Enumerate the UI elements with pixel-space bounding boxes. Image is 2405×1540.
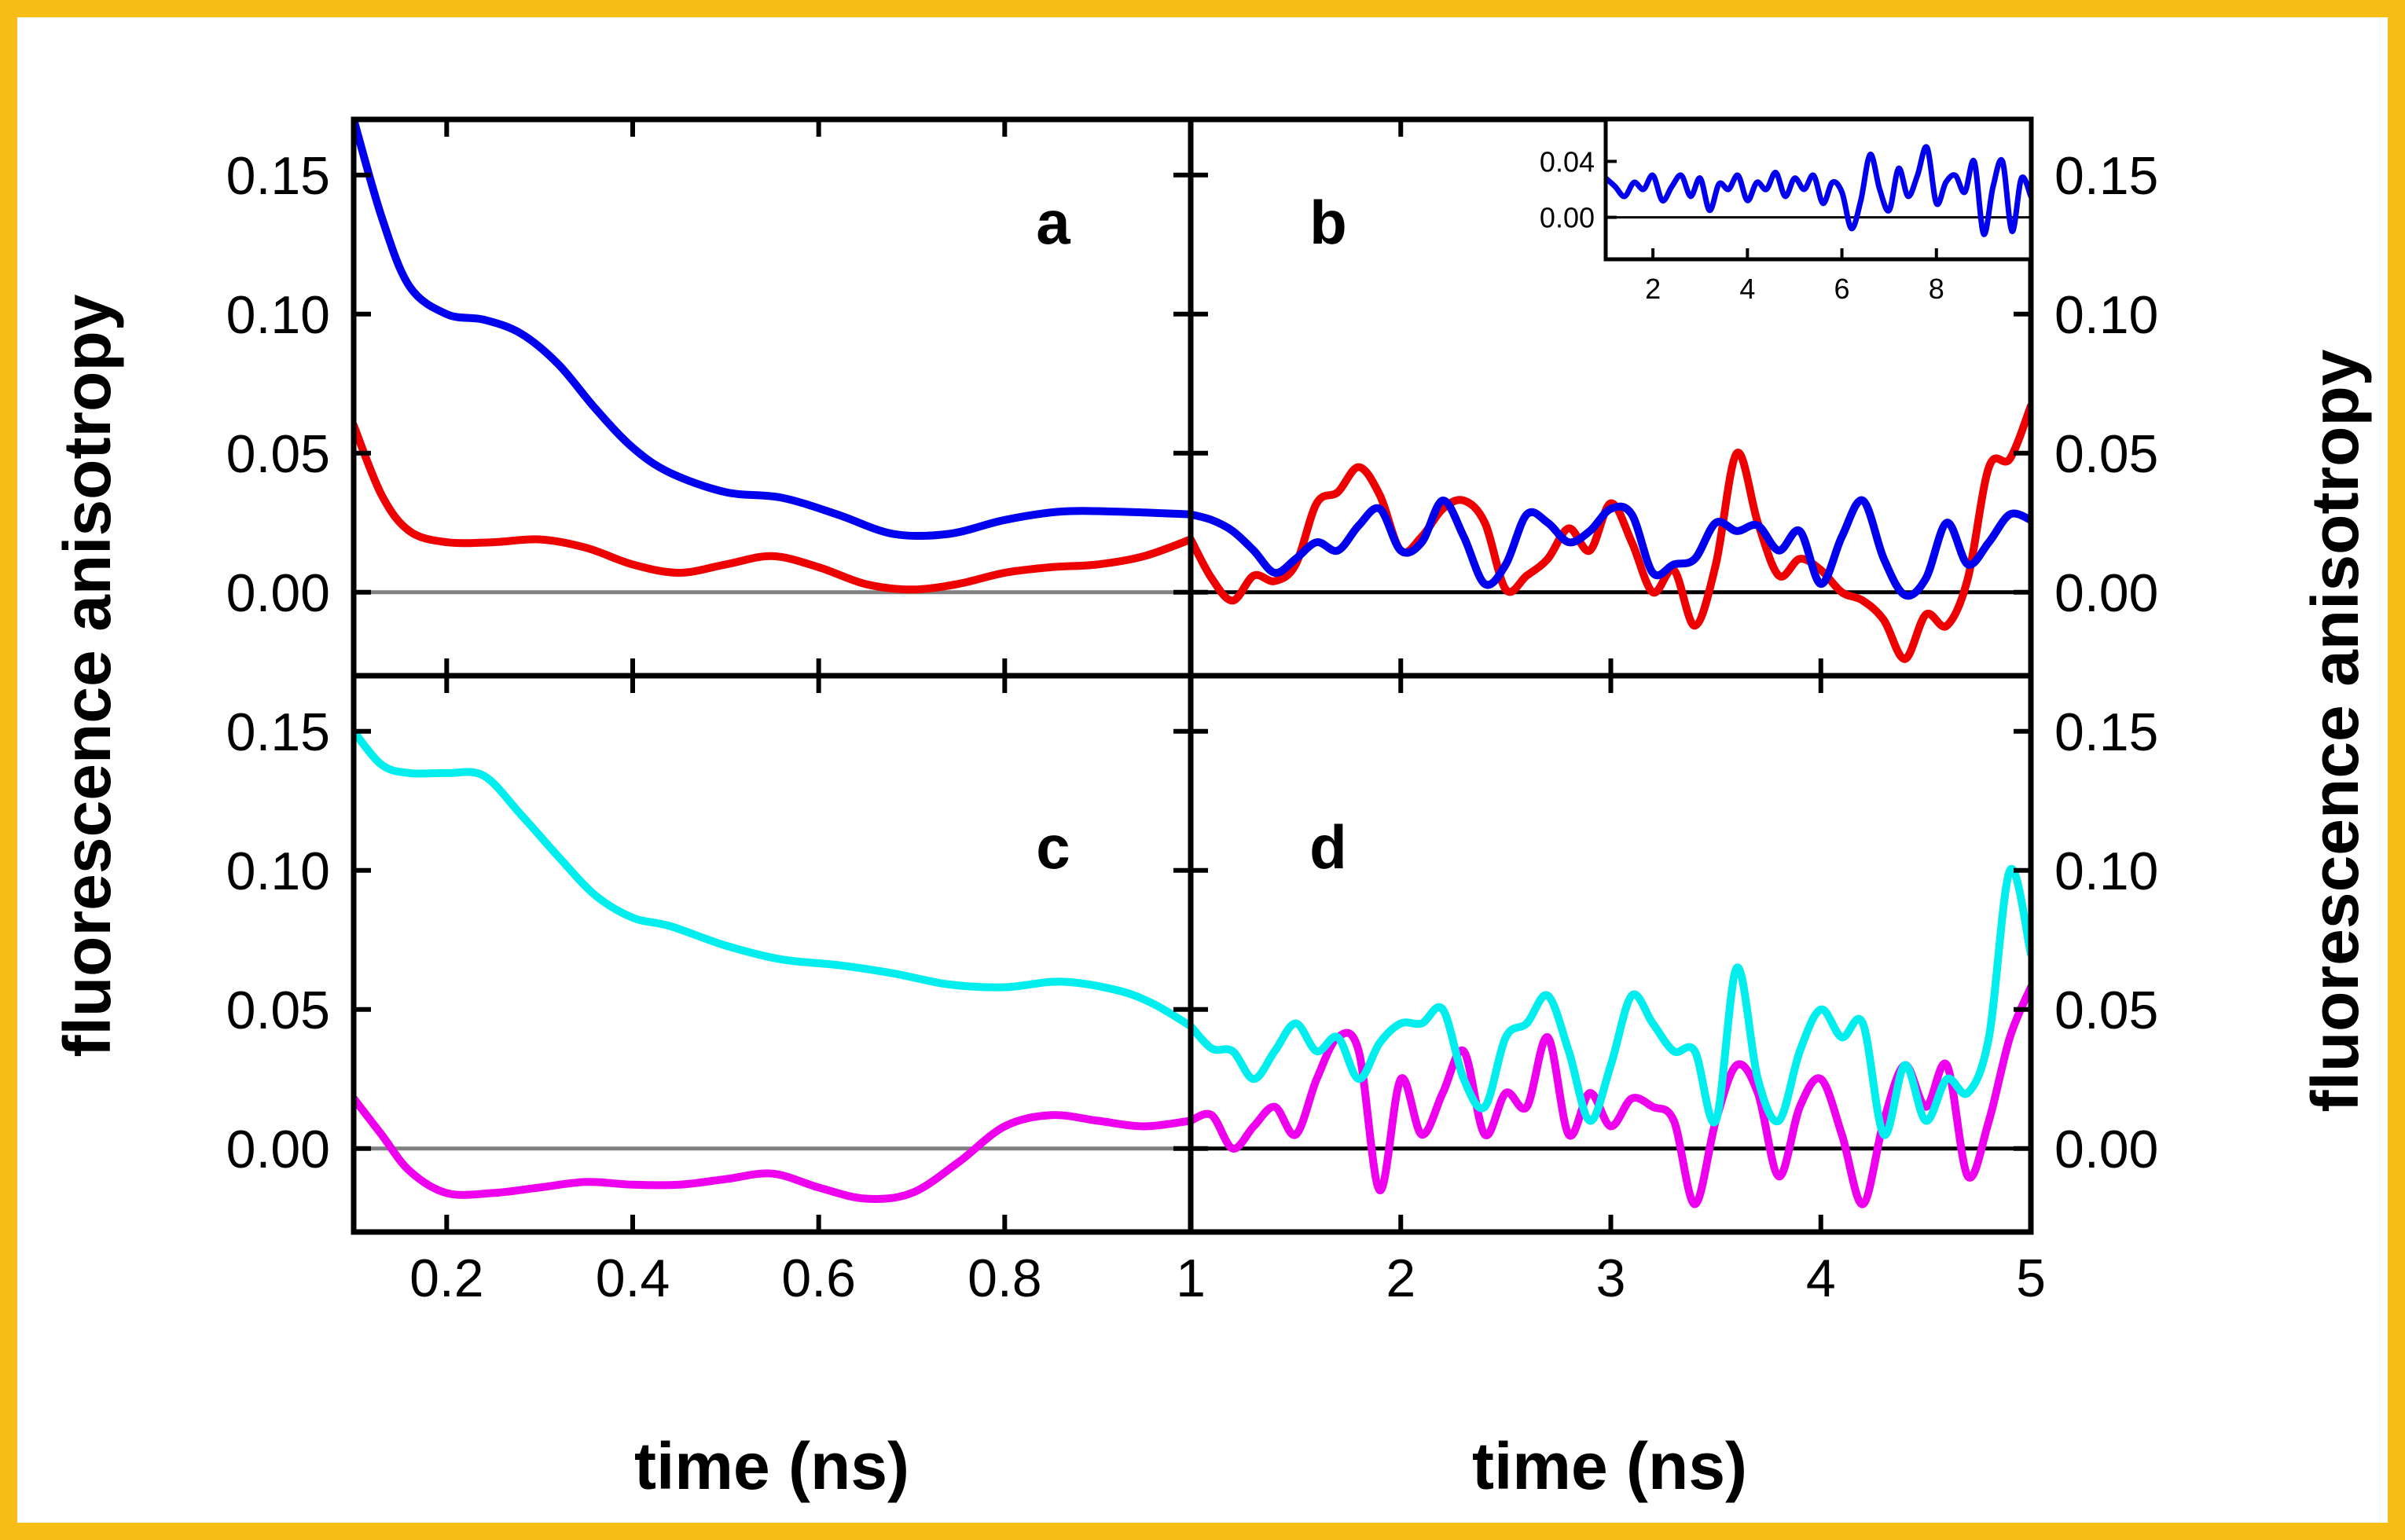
ytick-label-c-1: 0.05 (226, 981, 330, 1040)
xtick-label-d-0: 1 (1176, 1248, 1206, 1308)
series-blue-b (1191, 496, 2031, 600)
xtick-label-c-3: 0.8 (968, 1248, 1042, 1308)
series-cyan-c (354, 727, 1191, 1030)
y-axis-title-left: fluorescence anisotropy (50, 294, 124, 1057)
panel-frame-d (1188, 673, 2034, 1235)
xtick-label-c-1: 0.4 (596, 1248, 670, 1308)
panel-label-b: b (1309, 188, 1347, 257)
ytick-label-a-3: 0.15 (226, 146, 330, 206)
ytick-label-a-0: 0.00 (226, 563, 330, 623)
inset-xtick-label-0: 2 (1645, 273, 1661, 305)
ytick-label-b-1: 0.05 (2054, 424, 2158, 484)
panel-label-d: d (1309, 812, 1347, 882)
ytick-label-d-1: 0.05 (2054, 981, 2158, 1040)
inset-xtick-label-1: 4 (1739, 273, 1755, 305)
series-magenta-d (1191, 983, 2031, 1208)
ytick-label-d-3: 0.15 (2054, 702, 2158, 762)
xtick-label-d-3: 4 (1806, 1248, 1836, 1308)
ytick-label-a-1: 0.05 (226, 424, 330, 484)
ytick-label-b-2: 0.10 (2054, 285, 2158, 345)
xtick-label-c-0: 0.2 (409, 1248, 484, 1308)
series-magenta-c (354, 1094, 1191, 1203)
inset-xtick-label-2: 6 (1834, 273, 1850, 305)
xtick-label-d-4: 5 (2016, 1248, 2046, 1308)
xtick-label-d-2: 3 (1596, 1248, 1626, 1308)
y-axis-title-right: fluorescence anisotropy (2298, 349, 2372, 1112)
x-axis-title-right: time (ns) (1472, 1429, 1747, 1503)
series-cyan-d (1191, 864, 2031, 1139)
ytick-label-c-3: 0.15 (226, 702, 330, 762)
ytick-label-c-0: 0.00 (226, 1120, 330, 1179)
ytick-label-a-2: 0.10 (226, 285, 330, 345)
panel-label-c: c (1036, 812, 1070, 882)
inset-ytick-label-0: 0.00 (1540, 202, 1595, 234)
series-red-b (1191, 402, 2031, 663)
ytick-label-b-0: 0.00 (2054, 563, 2158, 623)
ytick-label-d-2: 0.10 (2054, 842, 2158, 901)
series-blue-a (354, 119, 1191, 541)
series-red-a (354, 421, 1191, 594)
inset-frame (1603, 117, 2033, 262)
inset-xtick-label-3: 8 (1929, 273, 1944, 305)
ytick-label-c-2: 0.10 (226, 842, 330, 901)
xtick-label-c-2: 0.6 (781, 1248, 856, 1308)
panel-label-a: a (1036, 188, 1070, 257)
ytick-label-b-3: 0.15 (2054, 146, 2158, 206)
xtick-label-d-1: 2 (1386, 1248, 1415, 1308)
inset-series-blue (1606, 144, 2031, 237)
x-axis-title-left: time (ns) (634, 1429, 909, 1503)
ytick-label-d-0: 0.00 (2054, 1120, 2158, 1179)
inset-ytick-label-1: 0.04 (1540, 145, 1595, 178)
